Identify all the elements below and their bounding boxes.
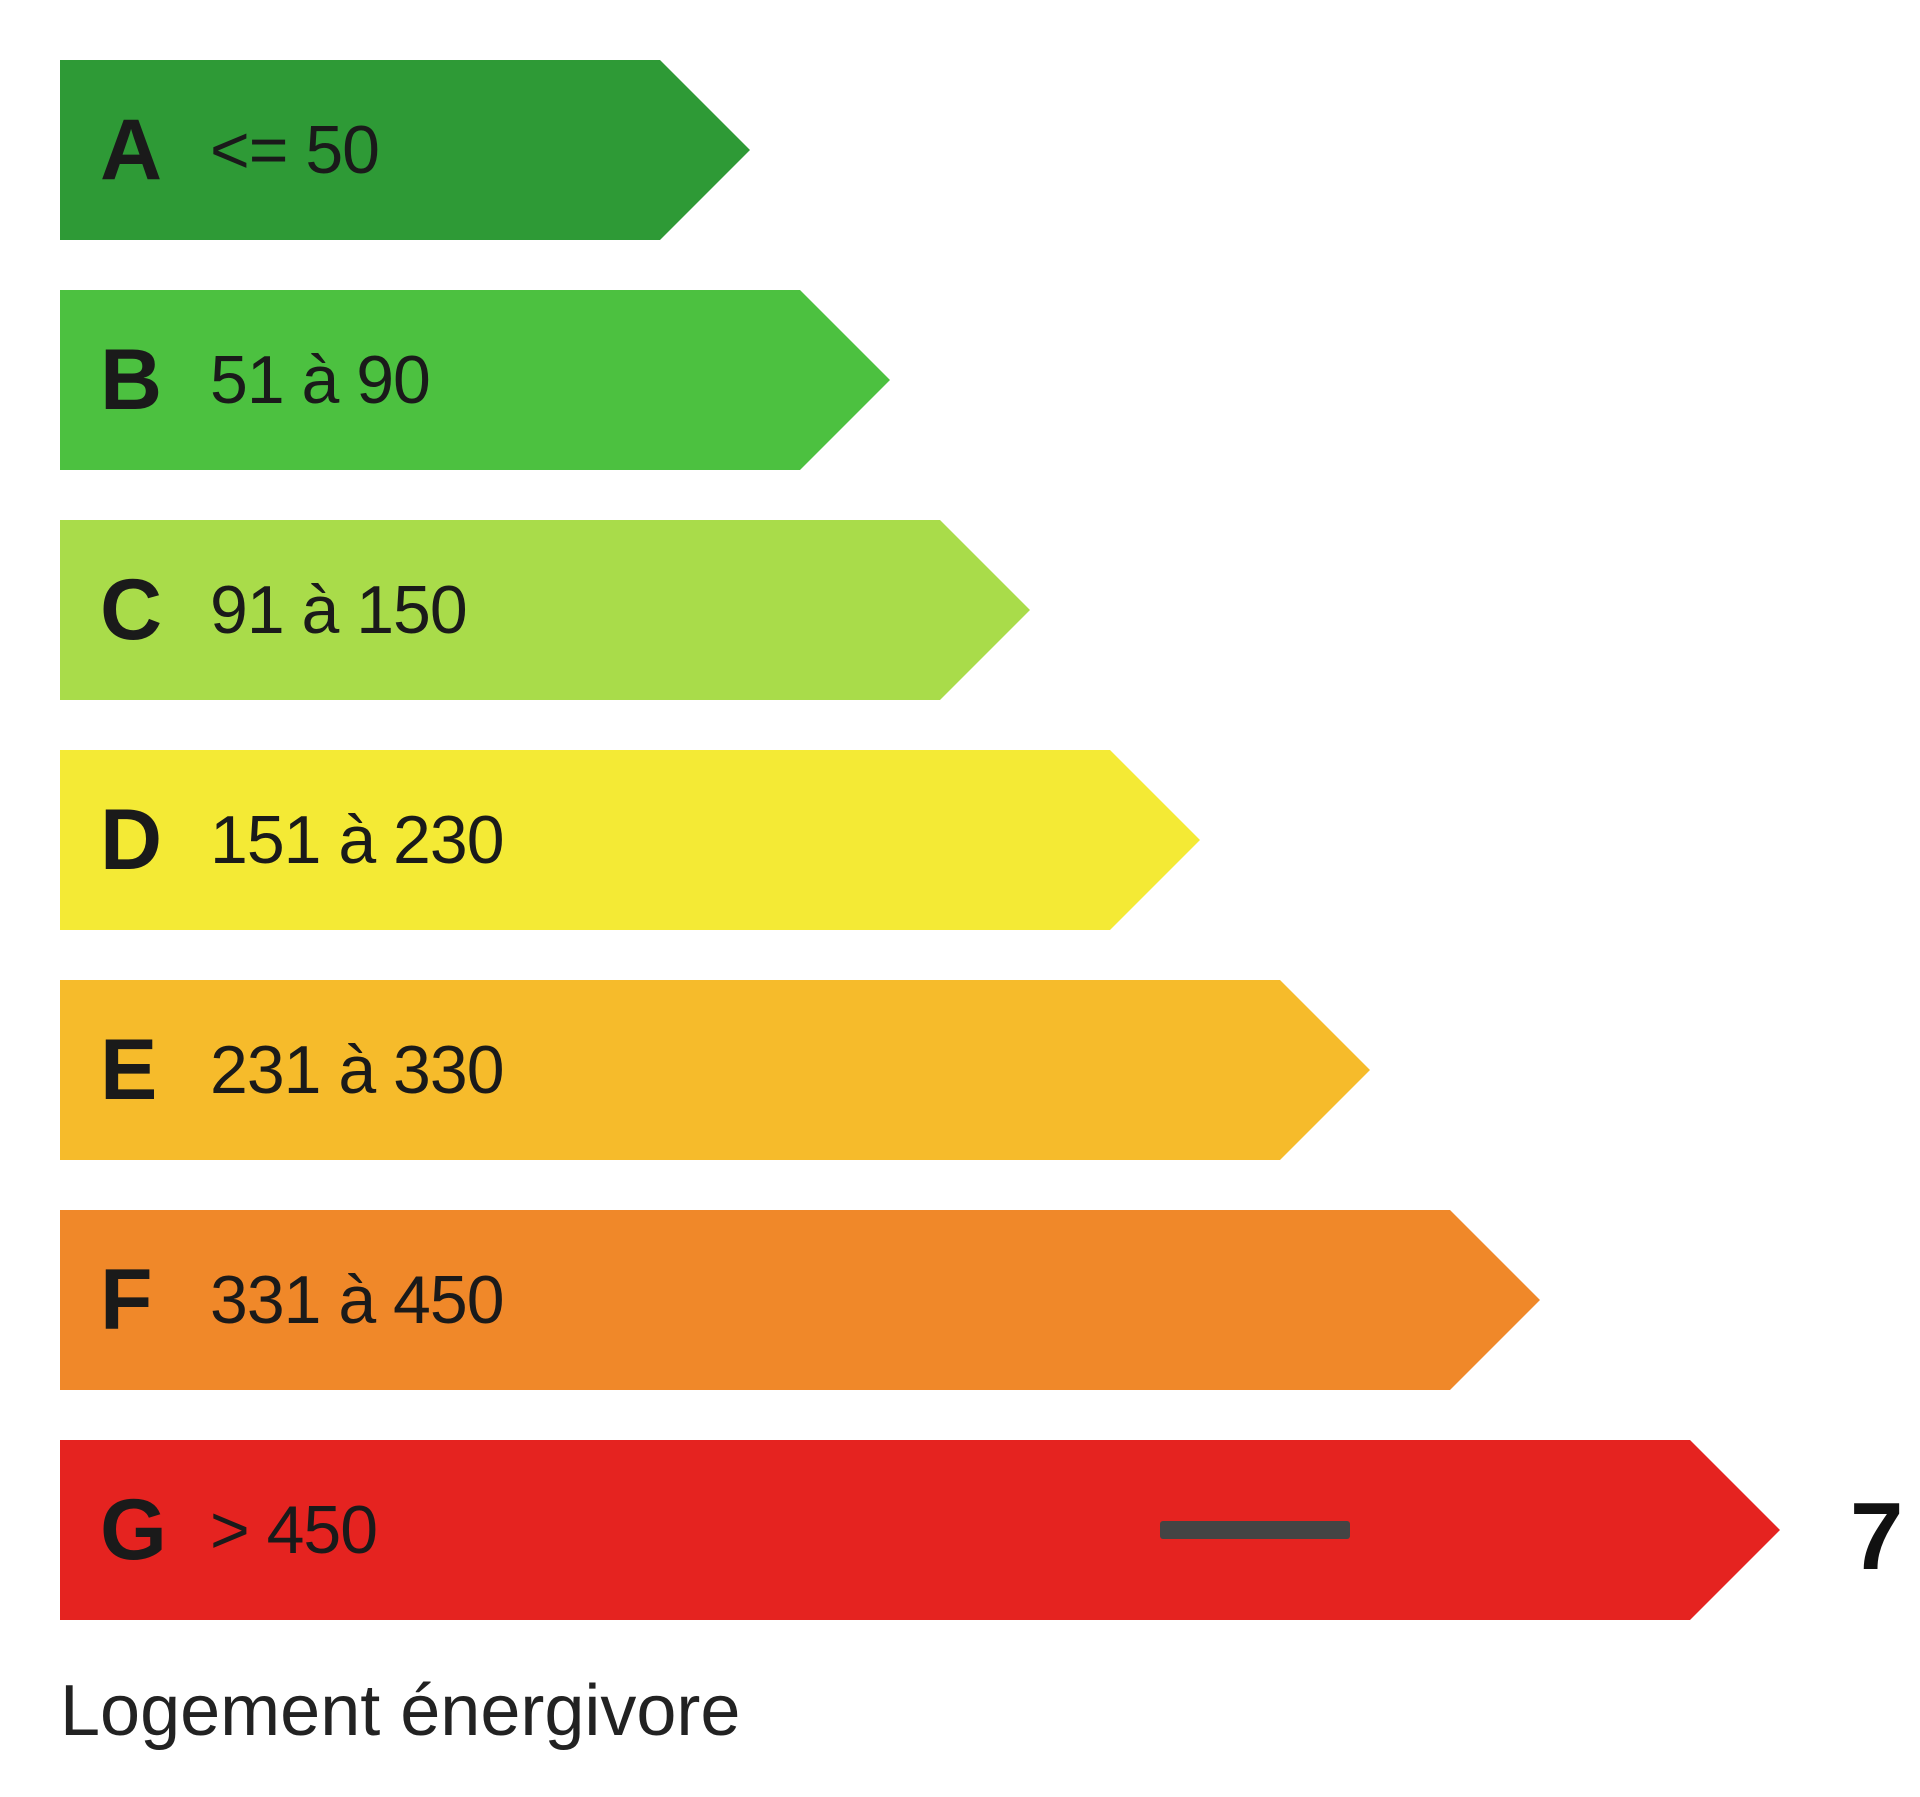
- band-row-g: G > 450 7: [60, 1440, 1920, 1620]
- selected-value: 7: [1850, 1482, 1903, 1592]
- band-letter: C: [100, 561, 170, 660]
- band-letter: D: [100, 791, 170, 890]
- band-letter: E: [100, 1021, 170, 1120]
- dpe-energy-diagram: A <= 50 B 51 à 90 C 91 à 150 D 151 à 230…: [0, 0, 1920, 1752]
- band-letter: G: [100, 1481, 170, 1580]
- band-range: 51 à 90: [210, 341, 430, 419]
- band-range: 91 à 150: [210, 571, 467, 649]
- band-range: 151 à 230: [210, 801, 504, 879]
- band-bar-f: F 331 à 450: [60, 1210, 1450, 1390]
- band-bar-d: D 151 à 230: [60, 750, 1110, 930]
- band-range: > 450: [210, 1491, 377, 1569]
- band-row-b: B 51 à 90: [60, 290, 1920, 470]
- band-bar-g: G > 450: [60, 1440, 1690, 1620]
- band-row-f: F 331 à 450: [60, 1210, 1920, 1390]
- band-letter: F: [100, 1251, 170, 1350]
- band-bar-b: B 51 à 90: [60, 290, 800, 470]
- caption: Logement énergivore: [60, 1670, 1920, 1752]
- band-range: 231 à 330: [210, 1031, 504, 1109]
- band-letter: B: [100, 331, 170, 430]
- band-bar-a: A <= 50: [60, 60, 660, 240]
- band-range: 331 à 450: [210, 1261, 504, 1339]
- band-bar-e: E 231 à 330: [60, 980, 1280, 1160]
- band-range: <= 50: [210, 111, 379, 189]
- band-letter: A: [100, 101, 170, 200]
- band-row-e: E 231 à 330: [60, 980, 1920, 1160]
- band-bar-c: C 91 à 150: [60, 520, 940, 700]
- band-row-c: C 91 à 150: [60, 520, 1920, 700]
- selected-dash-icon: [1160, 1521, 1350, 1539]
- band-row-a: A <= 50: [60, 60, 1920, 240]
- band-row-d: D 151 à 230: [60, 750, 1920, 930]
